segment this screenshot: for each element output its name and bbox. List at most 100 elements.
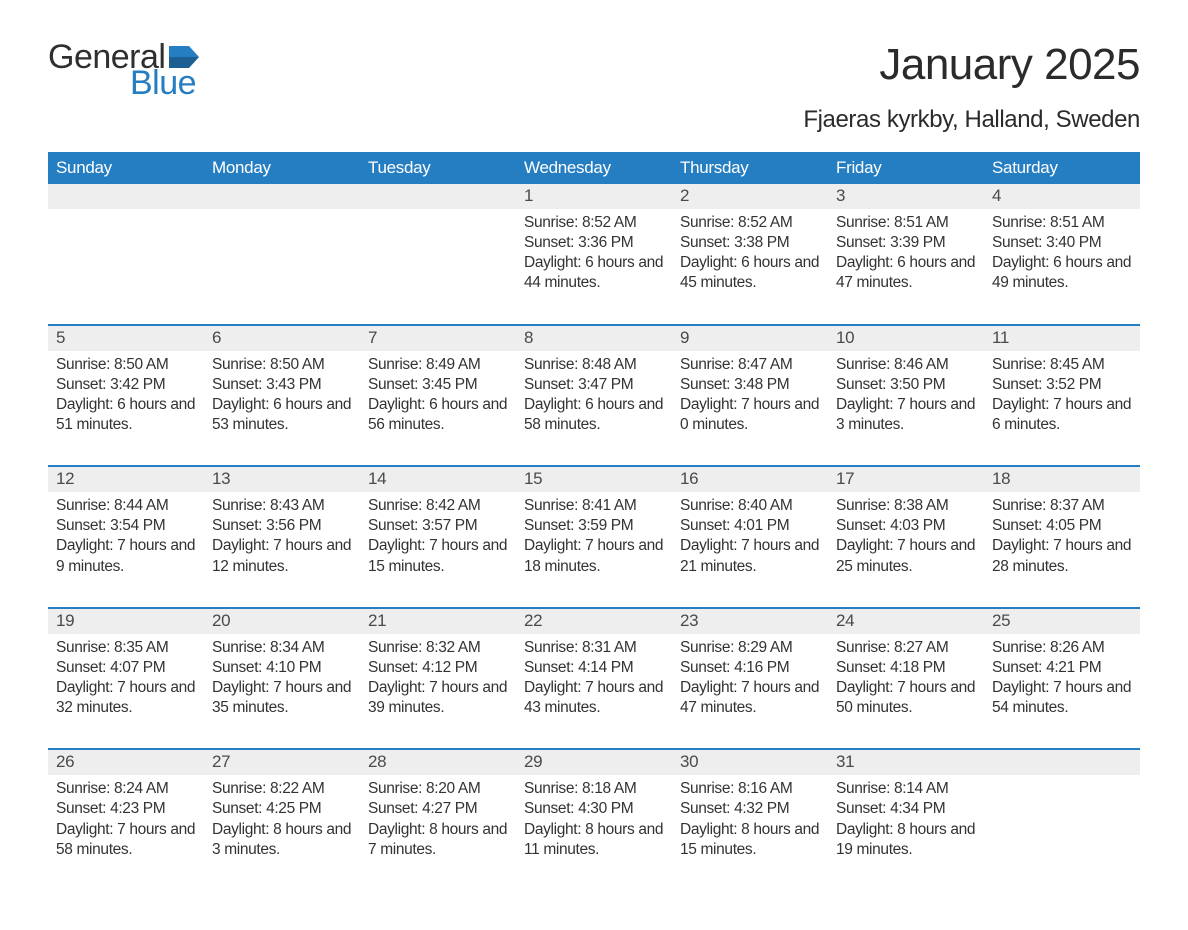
sunrise-text: Sunrise: 8:26 AM (992, 638, 1132, 658)
calendar-cell: 2Sunrise: 8:52 AMSunset: 3:38 PMDaylight… (672, 184, 828, 325)
calendar-cell (984, 749, 1140, 890)
calendar-cell: 14Sunrise: 8:42 AMSunset: 3:57 PMDayligh… (360, 466, 516, 608)
day-label-sun: Sunday (48, 152, 204, 184)
daylight-text: Daylight: 7 hours and 50 minutes. (836, 678, 976, 718)
location-subtitle: Fjaeras kyrkby, Halland, Sweden (48, 106, 1140, 134)
day-body: Sunrise: 8:27 AMSunset: 4:18 PMDaylight:… (828, 634, 984, 749)
sunset-text: Sunset: 4:23 PM (56, 799, 196, 819)
sunset-text: Sunset: 3:38 PM (680, 233, 820, 253)
daylight-text: Daylight: 7 hours and 12 minutes. (212, 536, 352, 576)
daylight-text: Daylight: 7 hours and 25 minutes. (836, 536, 976, 576)
day-body: Sunrise: 8:32 AMSunset: 4:12 PMDaylight:… (360, 634, 516, 749)
sunrise-text: Sunrise: 8:51 AM (836, 213, 976, 233)
day-body: Sunrise: 8:29 AMSunset: 4:16 PMDaylight:… (672, 634, 828, 749)
day-body: Sunrise: 8:51 AMSunset: 3:39 PMDaylight:… (828, 209, 984, 324)
sunrise-text: Sunrise: 8:48 AM (524, 355, 664, 375)
calendar-cell: 3Sunrise: 8:51 AMSunset: 3:39 PMDaylight… (828, 184, 984, 325)
day-number: 9 (672, 326, 828, 351)
calendar-cell (360, 184, 516, 325)
sunrise-text: Sunrise: 8:50 AM (56, 355, 196, 375)
daylight-text: Daylight: 7 hours and 3 minutes. (836, 395, 976, 435)
sunrise-text: Sunrise: 8:42 AM (368, 496, 508, 516)
daylight-text: Daylight: 7 hours and 58 minutes. (56, 820, 196, 860)
day-body: Sunrise: 8:16 AMSunset: 4:32 PMDaylight:… (672, 775, 828, 890)
sunrise-text: Sunrise: 8:45 AM (992, 355, 1132, 375)
day-number (48, 184, 204, 209)
calendar-cell: 15Sunrise: 8:41 AMSunset: 3:59 PMDayligh… (516, 466, 672, 608)
calendar-cell: 18Sunrise: 8:37 AMSunset: 4:05 PMDayligh… (984, 466, 1140, 608)
sunset-text: Sunset: 3:48 PM (680, 375, 820, 395)
daylight-text: Daylight: 8 hours and 7 minutes. (368, 820, 508, 860)
daylight-text: Daylight: 6 hours and 58 minutes. (524, 395, 664, 435)
sunset-text: Sunset: 4:32 PM (680, 799, 820, 819)
calendar-body: 1Sunrise: 8:52 AMSunset: 3:36 PMDaylight… (48, 184, 1140, 890)
day-number: 3 (828, 184, 984, 209)
daylight-text: Daylight: 7 hours and 6 minutes. (992, 395, 1132, 435)
sunrise-text: Sunrise: 8:49 AM (368, 355, 508, 375)
calendar-cell (204, 184, 360, 325)
sunrise-text: Sunrise: 8:52 AM (524, 213, 664, 233)
day-number: 16 (672, 467, 828, 492)
day-body: Sunrise: 8:45 AMSunset: 3:52 PMDaylight:… (984, 351, 1140, 466)
page-title: January 2025 (879, 40, 1140, 90)
daylight-text: Daylight: 7 hours and 9 minutes. (56, 536, 196, 576)
sunset-text: Sunset: 3:42 PM (56, 375, 196, 395)
sunrise-text: Sunrise: 8:40 AM (680, 496, 820, 516)
sunset-text: Sunset: 4:03 PM (836, 516, 976, 536)
day-number: 12 (48, 467, 204, 492)
day-number: 30 (672, 750, 828, 775)
day-number: 18 (984, 467, 1140, 492)
sunset-text: Sunset: 4:05 PM (992, 516, 1132, 536)
sunrise-text: Sunrise: 8:44 AM (56, 496, 196, 516)
day-body (360, 209, 516, 319)
day-body: Sunrise: 8:43 AMSunset: 3:56 PMDaylight:… (204, 492, 360, 607)
sunrise-text: Sunrise: 8:41 AM (524, 496, 664, 516)
sunset-text: Sunset: 3:47 PM (524, 375, 664, 395)
daylight-text: Daylight: 6 hours and 53 minutes. (212, 395, 352, 435)
sunset-text: Sunset: 4:16 PM (680, 658, 820, 678)
sunset-text: Sunset: 3:52 PM (992, 375, 1132, 395)
day-number: 10 (828, 326, 984, 351)
day-number: 20 (204, 609, 360, 634)
sunrise-text: Sunrise: 8:31 AM (524, 638, 664, 658)
day-body (204, 209, 360, 319)
sunrise-text: Sunrise: 8:46 AM (836, 355, 976, 375)
day-body: Sunrise: 8:52 AMSunset: 3:38 PMDaylight:… (672, 209, 828, 324)
sunset-text: Sunset: 3:59 PM (524, 516, 664, 536)
day-number: 13 (204, 467, 360, 492)
sunset-text: Sunset: 4:21 PM (992, 658, 1132, 678)
calendar-cell: 8Sunrise: 8:48 AMSunset: 3:47 PMDaylight… (516, 325, 672, 467)
sunset-text: Sunset: 3:40 PM (992, 233, 1132, 253)
day-number: 6 (204, 326, 360, 351)
sunrise-text: Sunrise: 8:43 AM (212, 496, 352, 516)
day-number: 17 (828, 467, 984, 492)
daylight-text: Daylight: 7 hours and 28 minutes. (992, 536, 1132, 576)
sunrise-text: Sunrise: 8:34 AM (212, 638, 352, 658)
sunset-text: Sunset: 4:14 PM (524, 658, 664, 678)
daylight-text: Daylight: 6 hours and 45 minutes. (680, 253, 820, 293)
calendar-week: 26Sunrise: 8:24 AMSunset: 4:23 PMDayligh… (48, 749, 1140, 890)
day-number: 19 (48, 609, 204, 634)
daylight-text: Daylight: 7 hours and 39 minutes. (368, 678, 508, 718)
day-body: Sunrise: 8:24 AMSunset: 4:23 PMDaylight:… (48, 775, 204, 890)
sunrise-text: Sunrise: 8:47 AM (680, 355, 820, 375)
calendar-cell: 9Sunrise: 8:47 AMSunset: 3:48 PMDaylight… (672, 325, 828, 467)
day-body: Sunrise: 8:50 AMSunset: 3:43 PMDaylight:… (204, 351, 360, 466)
sunset-text: Sunset: 3:36 PM (524, 233, 664, 253)
calendar-cell: 5Sunrise: 8:50 AMSunset: 3:42 PMDaylight… (48, 325, 204, 467)
day-number: 26 (48, 750, 204, 775)
calendar-cell: 16Sunrise: 8:40 AMSunset: 4:01 PMDayligh… (672, 466, 828, 608)
daylight-text: Daylight: 7 hours and 21 minutes. (680, 536, 820, 576)
sunset-text: Sunset: 3:45 PM (368, 375, 508, 395)
day-body: Sunrise: 8:46 AMSunset: 3:50 PMDaylight:… (828, 351, 984, 466)
daylight-text: Daylight: 7 hours and 35 minutes. (212, 678, 352, 718)
day-body: Sunrise: 8:18 AMSunset: 4:30 PMDaylight:… (516, 775, 672, 890)
day-number: 24 (828, 609, 984, 634)
logo: General Blue (48, 40, 199, 100)
daylight-text: Daylight: 7 hours and 32 minutes. (56, 678, 196, 718)
day-number (984, 750, 1140, 775)
daylight-text: Daylight: 6 hours and 47 minutes. (836, 253, 976, 293)
calendar-cell: 19Sunrise: 8:35 AMSunset: 4:07 PMDayligh… (48, 608, 204, 750)
day-body: Sunrise: 8:44 AMSunset: 3:54 PMDaylight:… (48, 492, 204, 607)
calendar-cell: 21Sunrise: 8:32 AMSunset: 4:12 PMDayligh… (360, 608, 516, 750)
